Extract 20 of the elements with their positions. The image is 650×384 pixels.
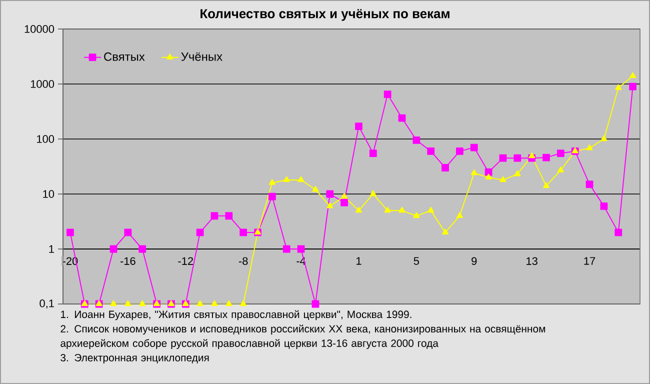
x-tick-label: 9	[472, 257, 477, 265]
x-tick-label: 1	[356, 257, 362, 265]
y-tick-label: 1000	[30, 80, 54, 88]
text: 3. Электронная энциклопедия	[60, 354, 209, 364]
x-tick-label: -12	[178, 257, 193, 265]
x-tick-label: 17	[584, 257, 596, 265]
y-tick-label: 0,1	[40, 299, 54, 309]
x-tick-label: 13	[526, 257, 538, 265]
text: 1. Иоанн Бухарев, "Жития святых православной церкви", Москва 1999.	[61, 310, 412, 320]
x-tick-label: -16	[120, 257, 136, 265]
legend-label: Святых	[104, 52, 145, 61]
x-tick-label: 5	[414, 257, 419, 265]
chart-title: Количество святых и учёных по векам	[200, 9, 450, 21]
y-tick-label: 100	[37, 135, 54, 143]
text: 2. Список новомучеников и исповедников российских XX века, канонизированных на освящённом архиерейском соборе русской православной церкви 13-16 августа 2000 года	[60, 324, 546, 350]
y-tick-label: 1	[49, 245, 54, 253]
legend-label: Учёных	[181, 52, 222, 61]
y-tick-label: 10	[43, 190, 54, 198]
x-tick-label: -8	[238, 257, 248, 265]
y-tick-label: 10000	[24, 25, 54, 33]
